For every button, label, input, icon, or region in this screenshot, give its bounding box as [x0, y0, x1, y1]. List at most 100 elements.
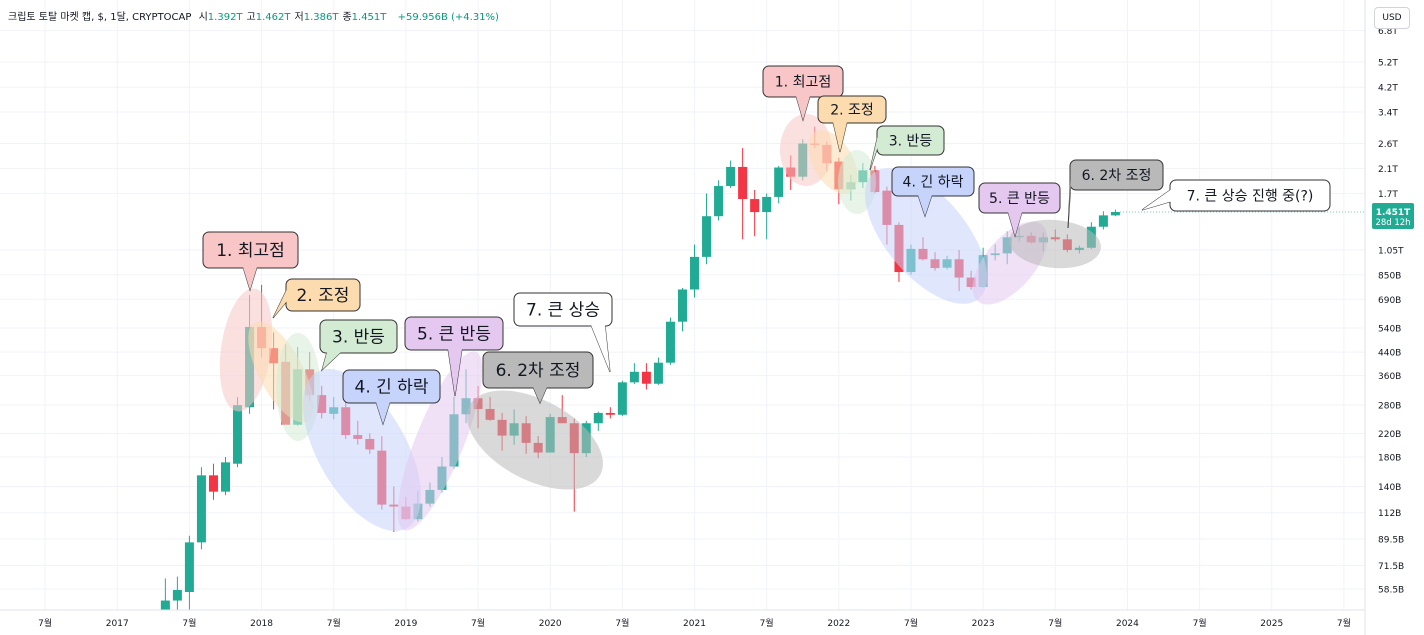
candle-body	[629, 371, 639, 383]
x-tick-label: 7월	[182, 617, 196, 629]
candle-body	[690, 256, 700, 290]
y-tick-label: 5.2T	[1378, 59, 1398, 69]
callout-seam	[918, 195, 932, 216]
callout-box	[817, 95, 887, 124]
ohlc-value: 1.392T	[207, 12, 243, 23]
ohlc-label: 시	[198, 12, 208, 23]
change: +59.956B (+4.31%)	[397, 12, 499, 23]
callout-box	[1069, 159, 1164, 191]
callout-seam	[243, 267, 257, 290]
callout-text: 5. 큰 반등	[417, 325, 491, 345]
x-tick-label: 7월	[327, 617, 341, 629]
y-tick-label: 850B	[1378, 271, 1401, 281]
callout-box	[891, 166, 975, 197]
x-tick-label: 2018	[250, 619, 273, 629]
y-tick-label: 3.4T	[1378, 109, 1398, 119]
callout-text: 1. 최고점	[216, 241, 285, 261]
callout-box	[342, 369, 441, 404]
candle-body	[172, 589, 182, 601]
axes: 58.5B 71.5B 89.5B 112B 140B 180B 220B 280B 360B 4…	[38, 27, 1414, 629]
callout-text: 2. 조정	[830, 103, 874, 119]
candle-body	[184, 542, 194, 593]
callout-seam	[273, 289, 287, 318]
candle-body	[593, 412, 603, 424]
y-tick-label: 140B	[1378, 483, 1401, 493]
x-tick-label: 7월	[471, 617, 485, 629]
candle-body	[1110, 212, 1120, 216]
y-tick-label: 2.1T	[1378, 165, 1398, 175]
callout-seam	[1142, 189, 1171, 210]
candle-body	[653, 362, 663, 384]
y-tick-label: 440B	[1378, 349, 1401, 359]
ohlc-value: 1.451T	[351, 12, 387, 23]
y-tick-label: 220B	[1378, 430, 1401, 440]
callout-seam	[322, 352, 341, 370]
candle-body	[220, 462, 230, 492]
callout-seam	[591, 325, 610, 372]
x-tick-label: 2017	[106, 619, 129, 629]
x-tick-label: 7월	[615, 617, 629, 629]
callout-text: 2. 조정	[297, 286, 350, 306]
ohlc-label: 고	[246, 12, 256, 23]
y-tick-label: 71.5B	[1378, 562, 1404, 572]
candle-body	[738, 166, 748, 200]
x-tick-label: 7월	[760, 617, 774, 629]
callout-text: 4. 긴 하락	[903, 175, 964, 191]
x-tick-label: 7월	[1193, 617, 1207, 629]
callout-text: 3. 반등	[889, 134, 933, 150]
y-tick-label: 540B	[1378, 325, 1401, 335]
candle-body	[196, 475, 206, 543]
callout-text: 1. 최고점	[775, 75, 831, 91]
y-tick-label: 280B	[1378, 402, 1401, 412]
x-tick-label: 7월	[904, 617, 918, 629]
callout-seam	[1068, 169, 1071, 228]
candle-body	[605, 412, 615, 415]
y-tick-label: 180B	[1378, 454, 1401, 464]
callout-text: 5. 큰 반등	[989, 191, 1050, 207]
callout-seam	[796, 96, 810, 120]
highlight-ellipse	[1009, 219, 1101, 269]
callout-text: 6. 2차 조정	[496, 361, 581, 381]
symbol-title: 크립토 토탈 마켓 캡, $, 1달, CRYPTOCAP	[8, 12, 192, 23]
x-tick-label: 2022	[827, 619, 850, 629]
x-tick-label: 2021	[683, 619, 706, 629]
y-tick-label: 112B	[1378, 509, 1401, 519]
y-tick-label: 58.5B	[1378, 585, 1404, 595]
highlight-ellipse	[303, 369, 421, 531]
callout-text: 7. 큰 상승 진행 중(?)	[1187, 189, 1314, 205]
y-tick-label: 1.05T	[1378, 246, 1404, 256]
candle-body	[233, 405, 243, 464]
x-tick-label: 7월	[1048, 617, 1062, 629]
x-tick-label: 7월	[1337, 617, 1351, 629]
callout-seam	[1008, 212, 1022, 236]
grid	[0, 0, 1365, 610]
highlight-ellipse	[467, 390, 603, 490]
callout-seam	[533, 387, 547, 403]
y-tick-label: 2.6T	[1378, 140, 1398, 150]
highlight-ellipse	[865, 168, 987, 304]
x-tick-label: 7월	[38, 617, 52, 629]
highlight-ellipse	[219, 288, 273, 412]
currency-button[interactable]: USD	[1374, 7, 1410, 29]
x-tick-label: 2025	[1260, 619, 1283, 629]
y-tick-label: 1.7T	[1378, 190, 1398, 200]
candle-body	[750, 199, 760, 213]
callout-text: 3. 반등	[332, 328, 385, 348]
y-tick-label: 690B	[1378, 296, 1401, 306]
callout-box	[513, 292, 613, 327]
candle-body	[774, 167, 784, 197]
callout-text: 7. 큰 상승	[526, 301, 600, 321]
y-tick-label: 360B	[1378, 372, 1401, 382]
candle-body	[762, 196, 772, 213]
callout-text: 4. 긴 하락	[355, 378, 429, 398]
candle-body	[714, 186, 724, 217]
candle-body	[641, 371, 651, 384]
y-tick-label: 6.8T	[1378, 27, 1398, 37]
ohlc-values: 시1.392T 고1.462T 저1.386T 종1.451T	[199, 12, 391, 23]
candle-body	[208, 475, 218, 492]
candle-body	[617, 382, 627, 415]
callout-seam	[833, 122, 847, 152]
highlight-ellipse	[397, 351, 483, 531]
